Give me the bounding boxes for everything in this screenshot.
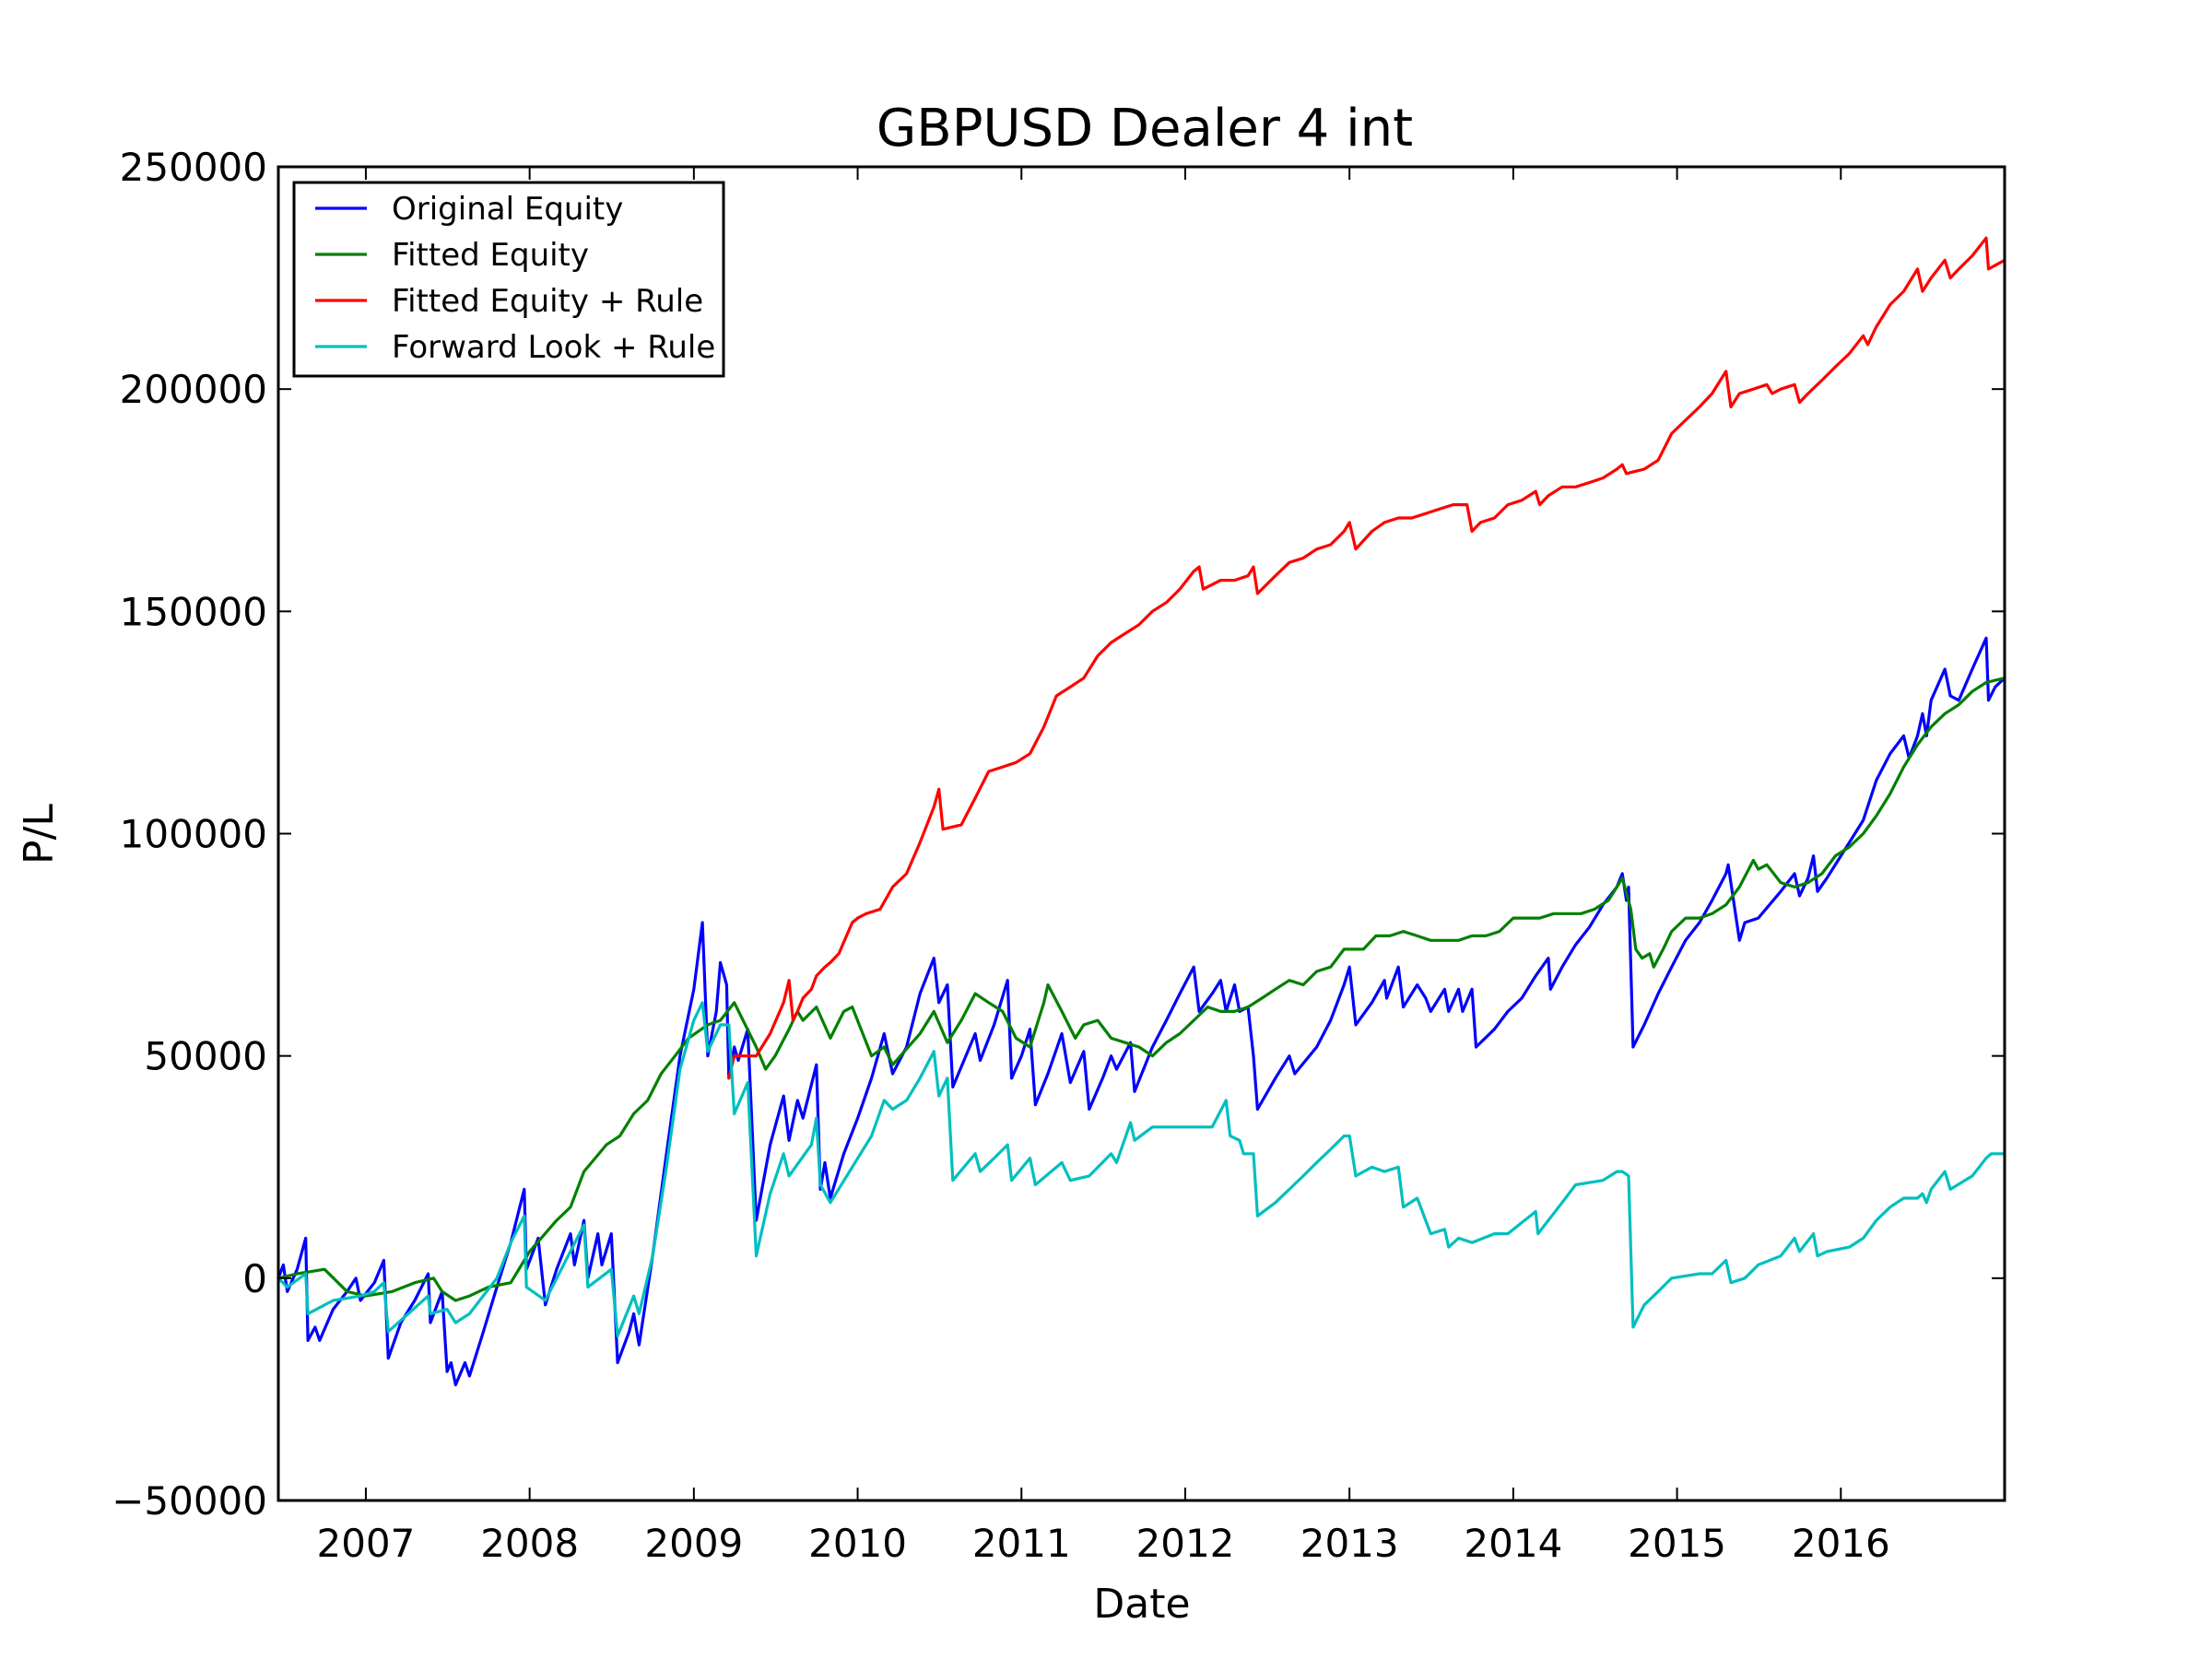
y-tick-label: 200000 — [120, 367, 267, 412]
series-line-1 — [276, 677, 2006, 1302]
x-tick-label: 2008 — [480, 1521, 579, 1566]
series-line-0 — [276, 636, 2006, 1387]
legend-label: Fitted Equity — [392, 237, 589, 274]
legend-label: Original Equity — [392, 191, 623, 228]
y-tick-label: 50000 — [144, 1034, 267, 1079]
x-tick-label: 2011 — [972, 1521, 1071, 1566]
y-tick-label: 250000 — [120, 145, 267, 190]
x-axis-label: Date — [1093, 1581, 1190, 1628]
x-tick-label: 2013 — [1300, 1521, 1399, 1566]
chart-title: GBPUSD Dealer 4 int — [877, 99, 1413, 159]
x-tick-label: 2007 — [316, 1521, 415, 1566]
series-line-2 — [727, 236, 2006, 1080]
x-tick-label: 2012 — [1136, 1521, 1235, 1566]
legend: Original Equity Fitted Equity Fitted Equit… — [292, 181, 725, 378]
legend-label: Forward Look + Rule — [392, 329, 715, 366]
y-tick-label: 100000 — [120, 812, 267, 857]
x-tick-label: 2010 — [808, 1521, 907, 1566]
y-axis-label: P/L — [16, 804, 63, 865]
x-axis: 2007 2008 2009 2010 2011 2012 2013 2014 2015 2016 — [316, 167, 1890, 1566]
legend-label: Fitted Equity + Rule — [392, 283, 703, 320]
y-axis: 250000 200000 150000 100000 50000 0 −50000 — [112, 145, 2005, 1524]
y-tick-label: −50000 — [112, 1478, 267, 1524]
y-tick-label: 150000 — [120, 589, 267, 634]
legend-frame — [292, 181, 725, 378]
x-tick-label: 2015 — [1628, 1521, 1726, 1566]
x-tick-label: 2009 — [644, 1521, 743, 1566]
x-tick-label: 2014 — [1464, 1521, 1562, 1566]
series-line-3 — [276, 1001, 2006, 1338]
series-layer — [276, 236, 2006, 1387]
y-tick-label: 0 — [242, 1256, 267, 1301]
x-tick-label: 2016 — [1792, 1521, 1890, 1566]
